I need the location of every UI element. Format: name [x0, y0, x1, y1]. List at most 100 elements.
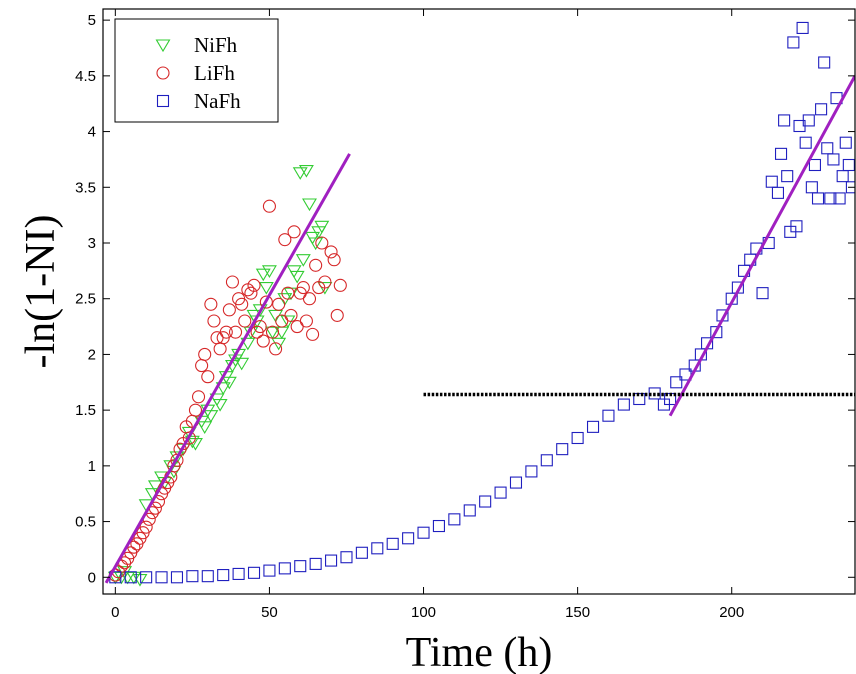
data-point — [302, 198, 317, 212]
legend-item-nafh: NaFh — [156, 89, 241, 113]
data-point — [306, 327, 320, 341]
data-point — [710, 326, 723, 339]
data-point — [234, 357, 250, 371]
data-point — [778, 114, 791, 127]
data-point — [170, 571, 184, 584]
y-tick-label: 1.5 — [75, 402, 96, 419]
y-tick-label: 2.5 — [75, 291, 96, 308]
data-point — [308, 237, 324, 251]
data-point — [402, 532, 415, 545]
data-point — [842, 158, 855, 172]
data-point — [278, 562, 291, 575]
data-point — [815, 103, 828, 116]
data-point — [201, 370, 215, 384]
x-tick-label: 0 — [111, 604, 119, 621]
data-point — [765, 175, 778, 188]
y-tick-label: 2 — [88, 346, 96, 363]
data-point — [221, 376, 237, 390]
data-point — [204, 297, 218, 311]
legend-label: NiFh — [194, 33, 238, 57]
data-point — [302, 292, 317, 306]
data-point — [821, 142, 834, 155]
data-point — [325, 554, 338, 567]
data-point — [448, 513, 461, 526]
data-point — [169, 451, 185, 465]
data-point — [479, 495, 492, 508]
data-point — [244, 286, 258, 300]
fit-line — [668, 75, 855, 417]
data-point — [222, 303, 236, 317]
x-tick-label: 150 — [565, 604, 590, 621]
data-point — [238, 314, 252, 328]
data-point — [265, 325, 280, 339]
data-point — [309, 258, 323, 272]
data-point — [232, 567, 245, 580]
x-axis-title: Time (h) — [406, 630, 553, 674]
data-point — [203, 410, 219, 423]
data-point — [771, 186, 785, 199]
legend-box — [114, 18, 279, 123]
y-tick-label: 0 — [88, 569, 96, 586]
data-point — [294, 560, 307, 573]
data-point — [774, 147, 788, 160]
data-point — [845, 181, 855, 194]
data-point — [235, 297, 249, 311]
data-point — [217, 569, 230, 582]
data-point — [259, 295, 273, 309]
legend-marker — [156, 66, 170, 80]
data-point — [258, 282, 274, 295]
legend-item-nifh: NiFh — [155, 33, 238, 57]
data-point — [124, 571, 137, 584]
data-point — [225, 275, 239, 289]
data-point — [417, 526, 430, 539]
data-point — [315, 236, 329, 250]
legend-item-lifh: LiFh — [156, 61, 235, 85]
y-tick-label: 3 — [88, 235, 96, 252]
data-point — [525, 465, 538, 478]
data-point — [207, 314, 221, 328]
data-point — [292, 167, 308, 180]
data-point — [371, 542, 384, 555]
data-point — [298, 165, 314, 178]
data-point — [314, 220, 330, 234]
data-point — [633, 392, 646, 406]
data-point — [824, 192, 837, 205]
data-point — [386, 537, 399, 550]
data-point — [781, 170, 794, 183]
data-point — [256, 334, 270, 348]
data-point — [155, 571, 168, 584]
legend-label: LiFh — [194, 61, 235, 85]
data-point — [333, 278, 347, 292]
data-point — [265, 326, 280, 340]
fit-line — [104, 153, 351, 584]
data-point — [271, 337, 287, 351]
data-point — [198, 347, 212, 361]
y-tick-label: 3.5 — [75, 179, 96, 196]
data-point — [252, 304, 268, 317]
y-tick-label: 4 — [88, 124, 96, 141]
data-point — [139, 520, 153, 534]
data-point — [540, 454, 553, 467]
data-point — [284, 308, 298, 322]
data-point — [802, 114, 815, 127]
data-point — [287, 225, 301, 239]
x-tick-label: 100 — [411, 604, 436, 621]
data-point — [182, 431, 196, 445]
data-point — [186, 570, 199, 583]
y-tick-label: 5 — [88, 12, 96, 29]
data-point — [833, 192, 846, 205]
data-point — [201, 570, 214, 583]
legend-label: NaFh — [194, 89, 241, 113]
data-point — [805, 181, 818, 194]
data-point — [586, 420, 600, 433]
data-point — [494, 486, 507, 499]
y-tick-label: 1 — [88, 458, 96, 475]
legend: NiFh LiFh NaFh — [114, 18, 279, 123]
data-point — [827, 153, 840, 166]
data-point — [318, 275, 332, 289]
data-point — [340, 551, 353, 564]
data-point — [295, 254, 311, 267]
data-point — [191, 390, 206, 404]
data-point — [272, 297, 286, 311]
data-point — [432, 519, 445, 533]
